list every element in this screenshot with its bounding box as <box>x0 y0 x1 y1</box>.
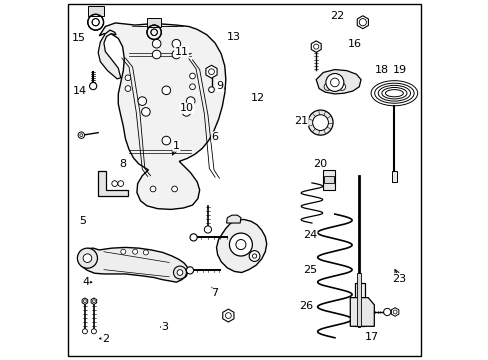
Text: 13: 13 <box>226 32 240 41</box>
Circle shape <box>118 181 123 186</box>
Circle shape <box>82 329 87 334</box>
Circle shape <box>208 87 214 93</box>
Circle shape <box>83 254 92 262</box>
Text: 8: 8 <box>120 159 126 169</box>
Circle shape <box>204 226 211 233</box>
Bar <box>391 171 396 182</box>
Circle shape <box>307 110 332 135</box>
Text: 3: 3 <box>161 322 168 332</box>
Text: 14: 14 <box>72 86 86 96</box>
Polygon shape <box>390 308 398 316</box>
Text: 22: 22 <box>329 11 344 21</box>
Text: 24: 24 <box>302 230 316 239</box>
Circle shape <box>152 40 161 48</box>
Text: 21: 21 <box>293 116 307 126</box>
Polygon shape <box>223 309 233 322</box>
Text: 23: 23 <box>391 274 406 284</box>
Text: 6: 6 <box>211 132 218 142</box>
Bar <box>147 18 161 27</box>
Circle shape <box>80 134 82 136</box>
Text: 4: 4 <box>82 277 89 287</box>
Bar <box>323 170 334 190</box>
Text: 2: 2 <box>102 333 109 343</box>
Text: 25: 25 <box>302 265 316 275</box>
Circle shape <box>249 251 260 261</box>
Text: 10: 10 <box>180 103 194 113</box>
Circle shape <box>152 50 161 59</box>
Circle shape <box>173 266 186 279</box>
Text: 12: 12 <box>250 93 264 103</box>
Circle shape <box>189 84 195 90</box>
Circle shape <box>189 73 195 79</box>
Circle shape <box>162 86 170 95</box>
Text: 11: 11 <box>174 46 188 57</box>
Polygon shape <box>311 41 321 52</box>
Circle shape <box>125 86 131 91</box>
Bar <box>88 6 103 16</box>
Polygon shape <box>349 298 373 326</box>
Text: 16: 16 <box>347 40 361 49</box>
Circle shape <box>182 108 190 116</box>
Circle shape <box>162 136 170 145</box>
Text: 18: 18 <box>374 64 388 75</box>
Circle shape <box>91 329 96 334</box>
Text: 1: 1 <box>173 141 180 151</box>
Circle shape <box>359 19 366 26</box>
Circle shape <box>112 181 117 186</box>
Circle shape <box>324 83 330 90</box>
Bar <box>324 176 333 183</box>
Text: 26: 26 <box>299 301 313 311</box>
Circle shape <box>330 78 339 87</box>
Polygon shape <box>226 215 241 223</box>
Circle shape <box>177 270 183 275</box>
Text: 7: 7 <box>211 288 218 298</box>
Circle shape <box>325 73 343 91</box>
Circle shape <box>330 75 338 82</box>
Circle shape <box>235 239 245 249</box>
Text: 17: 17 <box>364 332 378 342</box>
Bar <box>357 273 360 326</box>
Circle shape <box>125 75 131 81</box>
Polygon shape <box>98 171 128 196</box>
Circle shape <box>172 50 180 59</box>
Polygon shape <box>316 69 360 94</box>
Circle shape <box>150 186 156 192</box>
Bar <box>354 283 364 326</box>
Circle shape <box>89 82 97 90</box>
Text: 5: 5 <box>79 216 86 226</box>
Circle shape <box>171 186 177 192</box>
Text: 20: 20 <box>313 159 327 169</box>
Polygon shape <box>98 30 121 79</box>
Circle shape <box>186 97 195 105</box>
Circle shape <box>172 40 180 48</box>
Circle shape <box>229 233 252 256</box>
Circle shape <box>190 234 197 241</box>
Circle shape <box>312 115 328 131</box>
Circle shape <box>252 254 256 258</box>
Circle shape <box>132 249 137 254</box>
Polygon shape <box>357 16 367 29</box>
Polygon shape <box>79 247 187 282</box>
Polygon shape <box>205 65 217 78</box>
Polygon shape <box>216 220 266 273</box>
Circle shape <box>143 250 148 255</box>
Circle shape <box>77 248 97 268</box>
Circle shape <box>138 97 146 105</box>
Circle shape <box>78 132 84 138</box>
Polygon shape <box>91 298 97 305</box>
Circle shape <box>121 249 125 254</box>
Text: 19: 19 <box>391 64 406 75</box>
Circle shape <box>338 83 345 90</box>
Circle shape <box>383 309 390 316</box>
Text: 9: 9 <box>216 81 223 91</box>
Polygon shape <box>99 23 225 210</box>
Text: 15: 15 <box>72 33 86 43</box>
Circle shape <box>186 267 193 274</box>
Polygon shape <box>82 298 87 305</box>
Circle shape <box>142 108 150 116</box>
